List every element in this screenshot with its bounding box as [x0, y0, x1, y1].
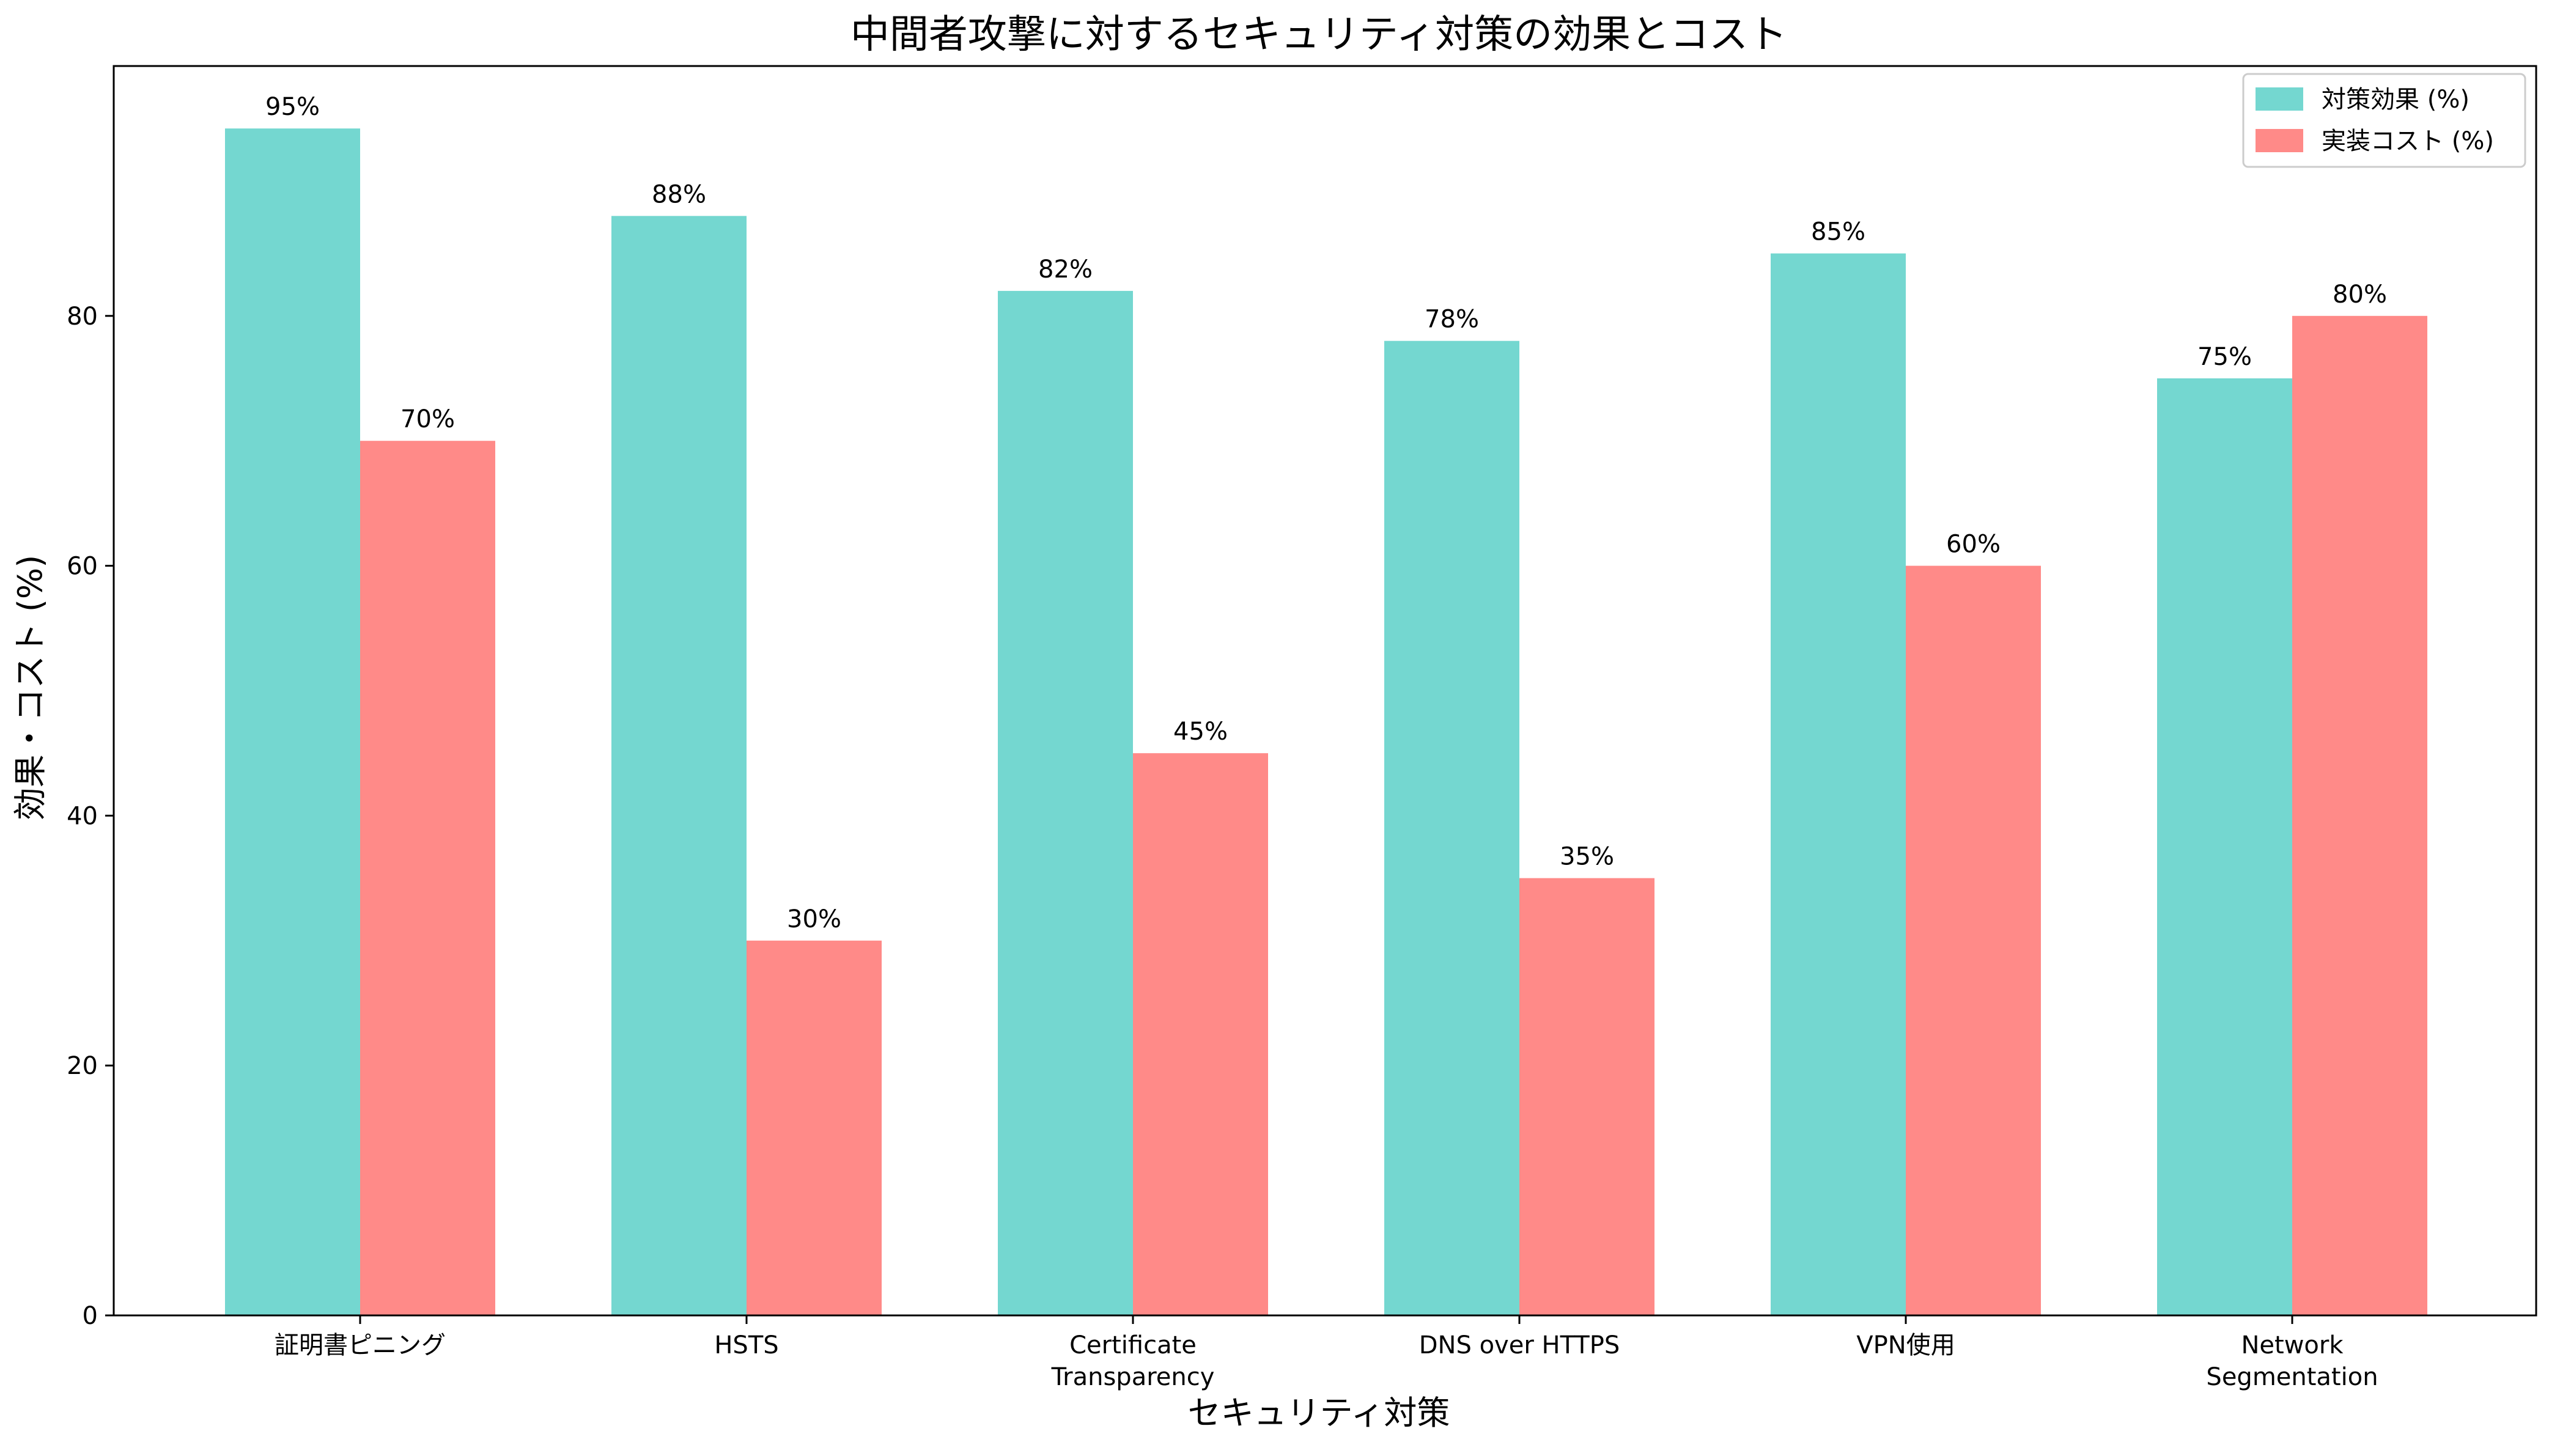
chart-title: 中間者攻撃に対するセキュリティ対策の効果とコスト	[850, 12, 1787, 57]
bar-series0-cat1	[611, 216, 747, 1315]
x-tick-label-line: Transparency	[1051, 1363, 1215, 1391]
x-tick-label: HSTS	[714, 1331, 778, 1359]
data-label-series1-cat0: 70%	[400, 405, 455, 433]
bar-series1-cat0	[360, 441, 495, 1316]
y-tick-label: 40	[67, 802, 98, 830]
data-label-series0-cat2: 82%	[1038, 256, 1093, 284]
x-tick-label: Network Segmentation	[2206, 1331, 2378, 1391]
data-label-series1-cat4: 60%	[1946, 531, 2001, 559]
x-tick-label-line: Certificate	[1069, 1331, 1197, 1359]
y-tick-label: 20	[67, 1052, 98, 1080]
bars-layer	[225, 128, 2427, 1316]
legend-swatch-series0	[2256, 87, 2303, 111]
x-tick-label-line: VPN使用	[1856, 1331, 1955, 1359]
data-label-series1-cat1: 30%	[787, 905, 841, 933]
bar-series1-cat2	[1133, 753, 1268, 1315]
x-tick-label-line: HSTS	[714, 1331, 778, 1359]
data-label-series0-cat3: 78%	[1425, 306, 1479, 334]
y-tick-label: 60	[67, 553, 98, 581]
data-label-series0-cat0: 95%	[265, 93, 320, 121]
bar-series0-cat3	[1384, 340, 1519, 1316]
y-tick-label: 80	[67, 303, 98, 331]
data-label-series1-cat2: 45%	[1173, 718, 1228, 746]
x-axis-label: セキュリティ対策	[1188, 1394, 1450, 1432]
data-label-series0-cat5: 75%	[2197, 343, 2252, 371]
bar-series1-cat5	[2292, 315, 2427, 1315]
data-label-series1-cat5: 80%	[2333, 281, 2387, 309]
x-tick-label-line: Network	[2241, 1331, 2344, 1359]
data-label-series0-cat1: 88%	[652, 180, 706, 208]
x-tick-label: 証明書ピニング	[275, 1331, 446, 1359]
data-label-series0-cat4: 85%	[1811, 218, 1865, 246]
y-axis-label: 効果・コスト (%)	[11, 555, 50, 821]
x-tick-label-line: 証明書ピニング	[275, 1331, 446, 1359]
bar-series1-cat4	[1906, 565, 2041, 1315]
plot-frame	[113, 65, 2537, 1317]
bar-series0-cat5	[2157, 378, 2292, 1315]
axes-layer: 0 20 40 60 80 証明書ピニング HSTS Certificate Transpare…	[67, 65, 2537, 1391]
x-tick-label-line: Segmentation	[2206, 1363, 2378, 1391]
bar-series0-cat0	[225, 128, 360, 1316]
legend: 対策効果 (%) 実装コスト (%)	[2242, 73, 2526, 168]
legend-label-series1: 実装コスト (%)	[2322, 127, 2494, 155]
legend-swatch-series1	[2256, 129, 2303, 152]
bar-series0-cat2	[998, 290, 1133, 1315]
data-labels-layer: 95% 70% 88% 30% 82% 45% 78% 35% 85% 60% 75% 80%	[265, 93, 2387, 933]
y-tick-label: 0	[83, 1302, 98, 1330]
x-tick-label: DNS over HTTPS	[1419, 1331, 1620, 1359]
x-tick-label: Certificate Transparency	[1051, 1331, 1215, 1391]
x-tick-label-line: DNS over HTTPS	[1419, 1331, 1620, 1359]
legend-label-series0: 対策効果 (%)	[2322, 86, 2470, 114]
x-tick-label: VPN使用	[1856, 1331, 1955, 1359]
bar-series0-cat4	[1771, 253, 1906, 1316]
bar-series1-cat1	[747, 940, 882, 1315]
bar-series1-cat3	[1519, 878, 1654, 1315]
legend-box	[2242, 73, 2526, 168]
data-label-series1-cat3: 35%	[1560, 843, 1614, 871]
